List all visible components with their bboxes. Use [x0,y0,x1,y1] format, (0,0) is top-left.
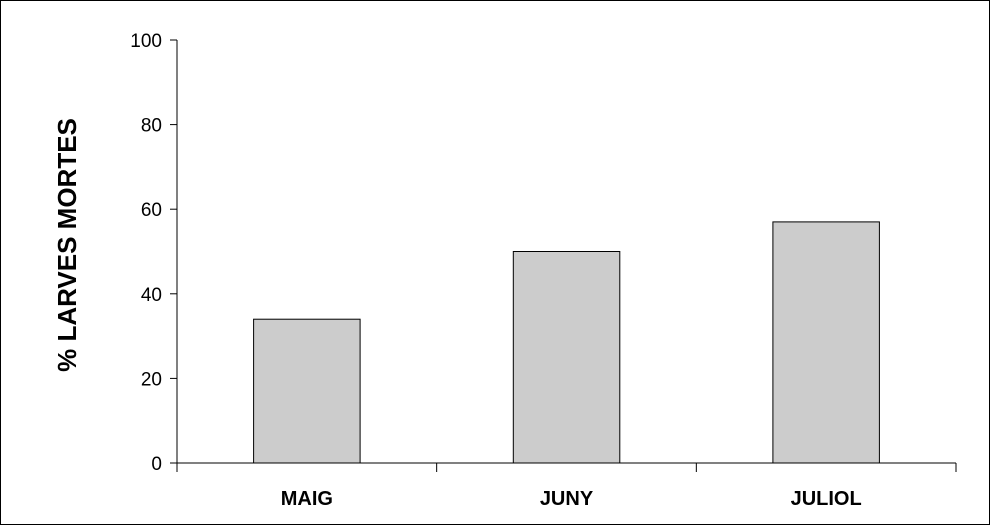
y-tick-label: 0 [151,454,162,475]
x-tick-label: JUNY [540,488,594,510]
y-axis-title: % LARVES MORTES [52,118,82,372]
y-tick-label: 100 [130,31,162,52]
y-tick-label: 60 [141,200,162,221]
x-tick-label: JULIOL [791,488,862,510]
bar-maig [253,318,361,464]
bar-juny [512,251,621,464]
bar-juliol [772,221,880,464]
y-tick-label: 40 [141,285,162,306]
x-tick-label: MAIG [281,488,333,510]
plot-area: 0 20 40 60 80 100 MAIG JUNY JULIOL [130,31,957,510]
y-tick-label: 80 [141,116,162,137]
y-tick-label: 20 [141,369,162,390]
